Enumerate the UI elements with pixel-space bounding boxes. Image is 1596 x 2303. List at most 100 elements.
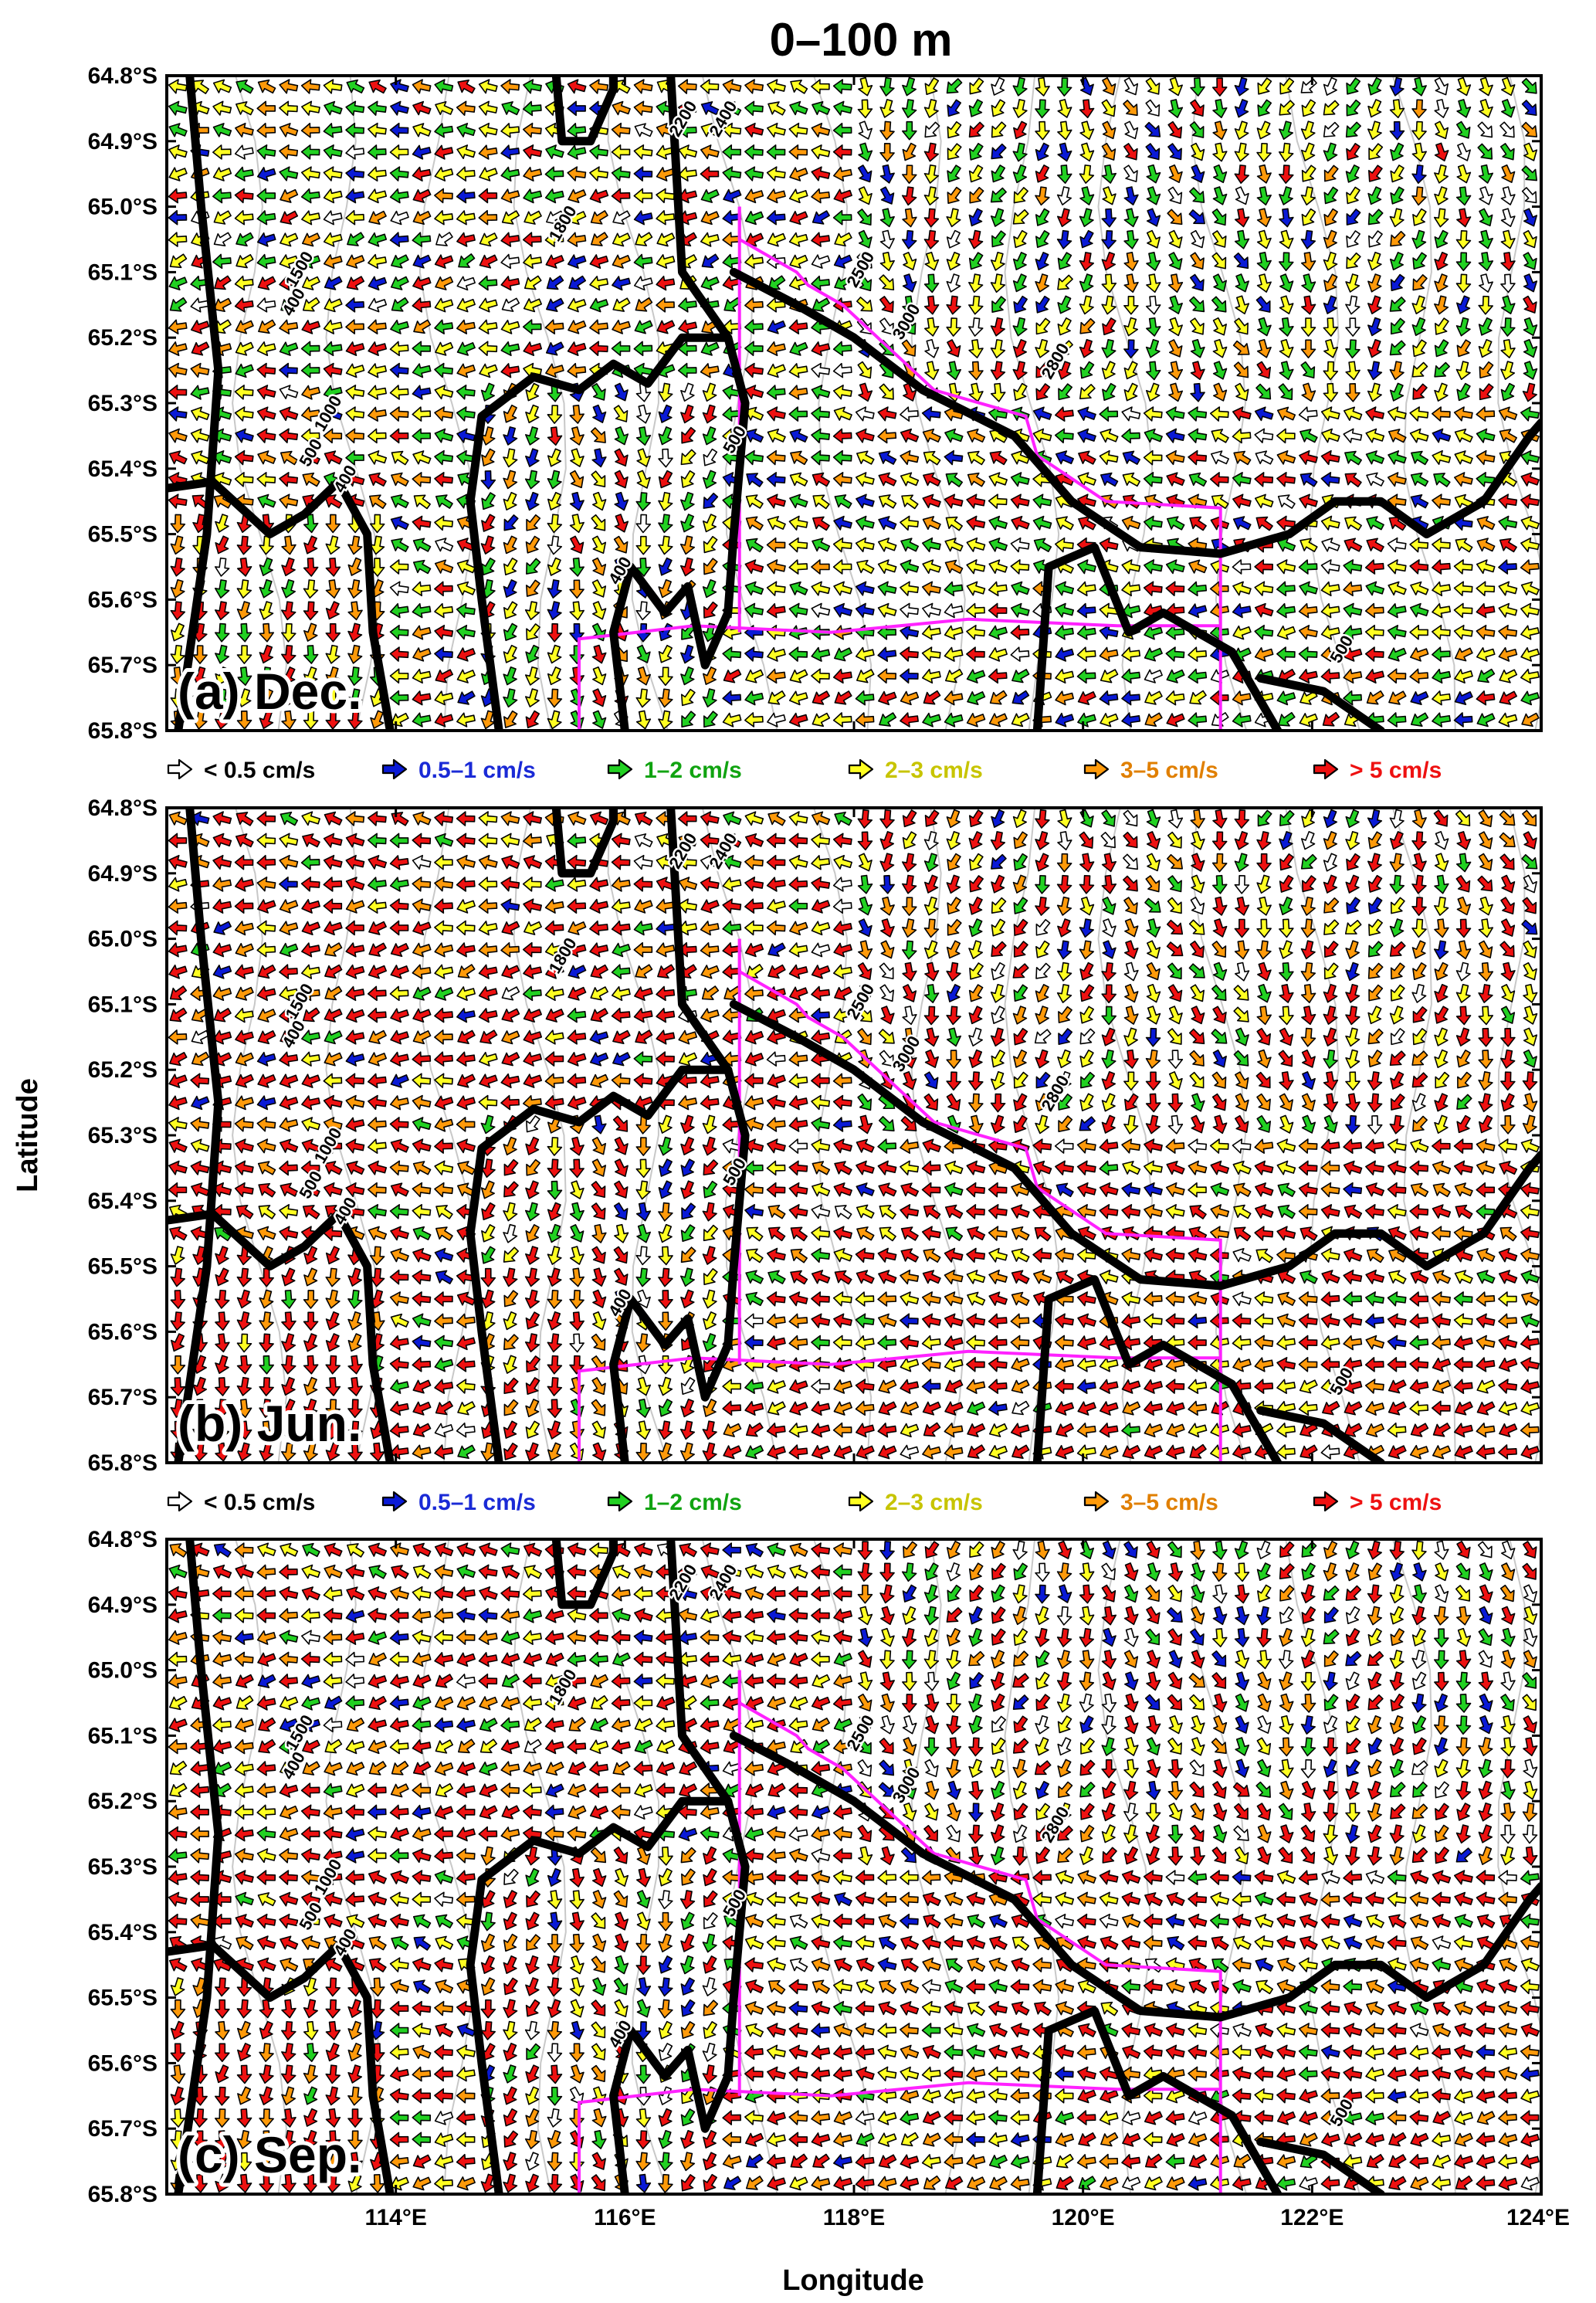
velocity-arrow xyxy=(303,688,319,708)
velocity-arrow xyxy=(412,1423,432,1437)
velocity-arrow xyxy=(832,898,852,914)
velocity-arrow xyxy=(903,252,917,271)
velocity-arrow xyxy=(1320,581,1340,597)
velocity-arrow xyxy=(656,1739,676,1754)
velocity-arrow xyxy=(1079,361,1095,379)
velocity-arrow xyxy=(192,645,208,664)
velocity-arrow xyxy=(768,690,786,705)
velocity-arrow xyxy=(1409,406,1429,422)
velocity-arrow xyxy=(500,232,520,247)
velocity-arrow xyxy=(324,1052,343,1067)
velocity-arrow xyxy=(1367,1737,1383,1755)
velocity-arrow xyxy=(1479,361,1494,379)
velocity-arrow xyxy=(1412,274,1428,291)
velocity-arrow xyxy=(368,450,388,465)
velocity-arrow xyxy=(168,942,188,958)
velocity-arrow xyxy=(412,1379,432,1394)
velocity-arrow xyxy=(279,144,299,160)
velocity-arrows xyxy=(168,76,1540,730)
velocity-arrow xyxy=(611,985,631,1002)
velocity-arrow xyxy=(1211,77,1228,97)
velocity-arrow xyxy=(1279,809,1295,826)
velocity-arrow xyxy=(1367,164,1383,182)
velocity-arrow xyxy=(1035,361,1051,378)
velocity-arrow xyxy=(323,1804,343,1820)
velocity-arrow xyxy=(1012,963,1029,979)
velocity-arrow xyxy=(1500,339,1516,358)
velocity-arrow xyxy=(788,559,808,575)
velocity-arrow xyxy=(1521,121,1538,137)
velocity-arrow xyxy=(1013,1803,1028,1820)
velocity-arrow xyxy=(1367,1780,1382,1800)
velocity-arrow xyxy=(345,1008,365,1023)
velocity-arrow xyxy=(1298,646,1318,662)
velocity-arrow xyxy=(1143,1870,1163,1885)
velocity-arrow xyxy=(1366,472,1384,487)
velocity-arrow xyxy=(1188,646,1208,662)
velocity-arrow xyxy=(1123,186,1139,205)
velocity-arrow xyxy=(1276,1335,1296,1351)
velocity-arrow xyxy=(855,581,875,596)
velocity-arrow xyxy=(658,644,673,663)
velocity-arrow xyxy=(658,1246,673,1266)
velocity-arrow xyxy=(457,1401,476,1416)
velocity-arrow xyxy=(456,363,476,378)
velocity-arrow xyxy=(1101,164,1117,184)
velocity-arrow xyxy=(1432,646,1451,662)
velocity-arrow xyxy=(832,1422,852,1438)
velocity-arrow xyxy=(168,209,188,226)
velocity-arrow xyxy=(1389,120,1405,141)
velocity-arrow xyxy=(1101,273,1117,293)
velocity-arrow xyxy=(1144,1892,1163,1907)
velocity-arrow xyxy=(1300,1847,1316,1864)
velocity-arrow xyxy=(1455,186,1472,206)
velocity-arrow xyxy=(1032,1891,1052,1908)
velocity-arrow xyxy=(1102,76,1117,96)
velocity-arrow xyxy=(256,253,276,270)
velocity-arrow xyxy=(968,164,984,183)
velocity-arrow xyxy=(192,710,208,730)
velocity-arrow xyxy=(1101,251,1117,271)
velocity-arrow xyxy=(1432,1870,1452,1885)
velocity-arrow xyxy=(1523,831,1537,850)
velocity-arrow xyxy=(547,405,563,424)
velocity-arrow xyxy=(1099,1379,1119,1394)
velocity-arrow xyxy=(323,1073,343,1089)
velocity-arrow xyxy=(1432,494,1451,509)
velocity-arrow xyxy=(1434,142,1449,162)
velocity-arrow xyxy=(1011,1226,1030,1241)
velocity-arrow xyxy=(879,1671,895,1691)
velocity-arrow xyxy=(1190,831,1205,850)
velocity-arrow xyxy=(591,622,607,642)
velocity-arrow xyxy=(1298,1138,1318,1154)
velocity-arrow xyxy=(478,122,498,138)
velocity-arrow xyxy=(1123,831,1138,849)
velocity-arrow xyxy=(500,1717,520,1733)
velocity-arrow xyxy=(1145,1114,1161,1135)
velocity-arrow xyxy=(170,578,185,599)
velocity-arrow xyxy=(1323,1585,1340,1601)
velocity-arrow xyxy=(547,557,562,576)
velocity-arrow xyxy=(1145,338,1161,358)
velocity-arrow xyxy=(767,79,786,94)
velocity-arrow xyxy=(877,559,897,575)
velocity-arrow xyxy=(234,1630,254,1646)
velocity-arrow xyxy=(168,100,188,116)
velocity-arrow xyxy=(547,710,562,730)
velocity-arrow xyxy=(1500,1650,1516,1669)
velocity-arrow xyxy=(389,920,409,936)
velocity-arrow xyxy=(1478,1650,1493,1668)
velocity-arrow xyxy=(1279,831,1293,850)
velocity-arrow xyxy=(169,1760,188,1776)
velocity-arrow xyxy=(500,276,520,291)
velocity-arrow xyxy=(1121,1247,1141,1263)
velocity-arrow xyxy=(1320,1160,1340,1176)
velocity-arrow xyxy=(966,1356,985,1372)
velocity-arrow xyxy=(1345,1540,1360,1559)
velocity-arrow xyxy=(1434,273,1449,293)
velocity-arrow xyxy=(434,898,453,914)
velocity-arrow xyxy=(589,1739,609,1755)
velocity-arrow xyxy=(1367,1540,1382,1560)
velocity-arrow xyxy=(1412,252,1427,270)
velocity-arrow xyxy=(412,297,432,313)
